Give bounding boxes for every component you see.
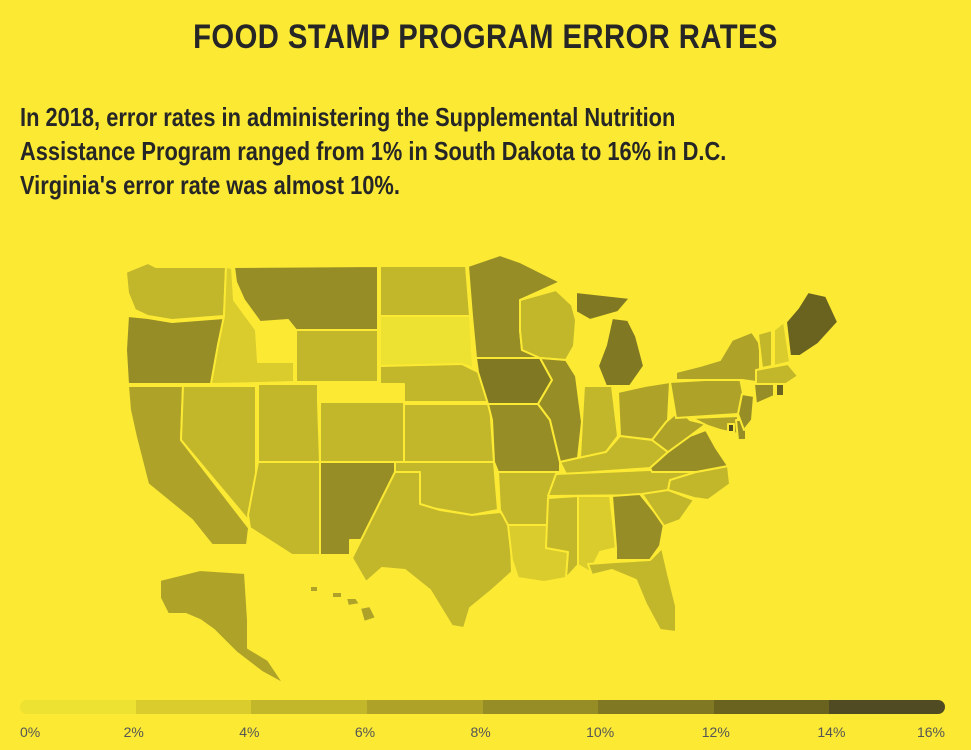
state-michigan[interactable] bbox=[575, 291, 631, 321]
subtitle-line: Virginia's error rate was almost 10%. bbox=[20, 170, 400, 200]
state-new-jersey[interactable] bbox=[737, 393, 755, 431]
legend-label: 14% bbox=[817, 724, 846, 740]
page-title: FOOD STAMP PROGRAM ERROR RATES bbox=[193, 18, 778, 56]
subtitle-line: Assistance Program ranged from 1% in Sou… bbox=[20, 136, 727, 166]
state-south-carolina[interactable] bbox=[641, 489, 695, 527]
state-georgia[interactable] bbox=[611, 493, 665, 561]
legend-label: 6% bbox=[354, 724, 376, 740]
legend-swatch bbox=[20, 700, 136, 714]
state-montana[interactable] bbox=[233, 265, 379, 331]
legend-label: 12% bbox=[701, 724, 730, 740]
legend-swatch bbox=[482, 700, 599, 714]
state-pennsylvania[interactable] bbox=[669, 377, 745, 419]
legend-label: 8% bbox=[470, 724, 491, 740]
legend-swatch bbox=[829, 700, 945, 714]
state-vermont[interactable] bbox=[757, 329, 773, 369]
state-washington[interactable] bbox=[125, 262, 227, 321]
state-alaska[interactable] bbox=[159, 569, 285, 685]
legend-swatch bbox=[713, 700, 830, 714]
state-utah[interactable] bbox=[257, 383, 321, 463]
state-iowa[interactable] bbox=[475, 357, 553, 405]
state-arizona[interactable] bbox=[247, 461, 321, 556]
legend-label: 4% bbox=[239, 724, 260, 740]
state-wisconsin[interactable] bbox=[519, 289, 577, 361]
state-idaho[interactable] bbox=[210, 266, 295, 385]
state-new-hampshire[interactable] bbox=[773, 321, 791, 367]
subtitle: In 2018, error rates in administering th… bbox=[20, 100, 826, 202]
state-hawaii[interactable] bbox=[359, 605, 377, 623]
state-new-york[interactable] bbox=[675, 331, 761, 383]
state-massachusetts[interactable] bbox=[755, 363, 799, 385]
state-north-dakota[interactable] bbox=[379, 265, 471, 317]
legend-label: 16% bbox=[916, 724, 945, 740]
state-district-of-columbia[interactable] bbox=[727, 423, 735, 433]
state-florida[interactable] bbox=[587, 547, 677, 633]
state-connecticut[interactable] bbox=[753, 381, 775, 405]
legend-swatch bbox=[366, 700, 483, 714]
state-wyoming[interactable] bbox=[295, 329, 379, 383]
state-texas[interactable] bbox=[351, 471, 513, 629]
legend-swatch bbox=[135, 700, 252, 714]
state-alabama[interactable] bbox=[577, 495, 617, 573]
state-hawaii[interactable] bbox=[309, 585, 319, 593]
state-south-dakota[interactable] bbox=[379, 315, 474, 369]
legend-label: 2% bbox=[123, 724, 144, 740]
state-oregon[interactable] bbox=[125, 315, 225, 385]
legend-label: 0% bbox=[20, 724, 41, 740]
state-colorado[interactable] bbox=[319, 401, 405, 463]
state-nebraska[interactable] bbox=[379, 363, 493, 403]
subtitle-line: In 2018, error rates in administering th… bbox=[20, 102, 676, 132]
legend-label: 10% bbox=[586, 724, 615, 740]
legend-color-bar bbox=[20, 700, 945, 714]
state-maine[interactable] bbox=[785, 291, 839, 357]
legend-labels: 0% 2% 4% 6% 8% 10% 12% 14% 16% bbox=[20, 724, 945, 744]
legend-swatch bbox=[598, 700, 714, 714]
state-hawaii[interactable] bbox=[331, 591, 343, 599]
legend-swatch bbox=[251, 700, 367, 714]
state-michigan[interactable] bbox=[597, 317, 645, 387]
state-kansas[interactable] bbox=[403, 403, 495, 463]
state-hawaii[interactable] bbox=[345, 597, 361, 607]
